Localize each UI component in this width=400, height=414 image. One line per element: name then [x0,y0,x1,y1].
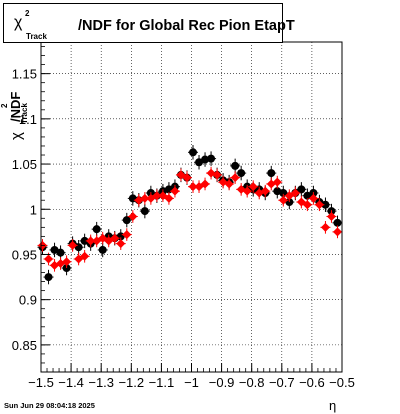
y-axis-label-chi: χ [8,132,25,140]
x-axis-label: η [329,398,337,413]
data-point-black [231,161,240,170]
data-point-red [200,179,210,189]
data-point-red [68,240,78,250]
data-point-red [170,186,180,196]
data-point-black [201,155,210,164]
data-point-black [140,207,149,216]
chart-title-chi: χ [14,14,23,31]
data-point-black [237,169,246,178]
y-tick-label: 1.15 [12,67,37,82]
axis-ticks [40,46,343,373]
data-point-red [248,182,258,192]
x-tick-label: −1.3 [88,375,114,390]
x-tick-label: −0.6 [299,375,325,390]
data-point-black [122,216,131,225]
timestamp: Sun Jun 29 08:04:18 2025 [4,401,95,410]
data-point-red [122,230,132,240]
data-point-black [92,225,101,234]
y-tick-label: 1 [30,202,37,217]
data-point-red [242,186,252,196]
y-tick-label: 0.85 [12,338,37,353]
data-point-red [56,259,66,269]
data-point-red [230,173,240,183]
grid-lines [41,42,342,372]
data-point-red [302,200,312,210]
data-point-red [260,186,270,196]
data-point-red [44,254,54,264]
x-tick-label: −1.4 [58,375,84,390]
x-tick-label: −1 [184,375,199,390]
data-points [37,145,343,285]
data-point-red [308,193,318,203]
y-tick-label: 1.05 [12,157,37,172]
x-tick-label: −0.8 [239,375,265,390]
data-point-red [332,227,342,237]
y-axis-label: χ 2 Track /NDF [0,48,29,144]
data-point-black [333,218,342,227]
data-point-black [279,188,288,197]
data-point-red [182,173,192,183]
y-tick-label: 0.95 [12,247,37,262]
x-tick-label: −0.7 [269,375,295,390]
chart-title-subscript: Track [26,32,47,41]
data-point-red [314,200,324,210]
data-point-black [98,245,107,254]
data-point-black [321,200,330,209]
y-tick-label: 0.9 [19,293,37,308]
data-point-black [207,154,216,163]
data-point-red [212,170,222,180]
chart-title-superscript: 2 [25,9,30,18]
x-tick-label: −1.5 [28,375,54,390]
chart-title-box: χ 2 Track /NDF for Global Rec Pion EtapT [3,3,295,43]
data-point-red [62,257,72,267]
data-point-red [80,251,90,261]
data-point-red [128,211,138,221]
x-tick-label: −1.1 [149,375,175,390]
data-point-black [267,169,276,178]
y-axis-label-text: /NDF [8,91,23,122]
tick-labels: −1.5 −1.4 −1.3 −1.2 −1.1 −1 −0.9 −0.8 −0.7 −0.6 −0… [12,67,355,390]
data-point-red [152,191,162,201]
data-point-red [320,222,330,232]
data-point-black [50,245,59,254]
data-point-red [110,233,120,243]
data-point-red [188,182,198,192]
data-point-red [224,179,234,189]
data-point-red [290,188,300,198]
data-point-black [297,185,306,194]
data-point-black [56,248,65,257]
data-point-black [195,158,204,167]
data-point-black [303,191,312,200]
data-point-black [44,273,53,282]
data-point-red [140,193,150,203]
x-tick-label: −1.2 [118,375,144,390]
x-tick-label: −0.9 [209,375,235,390]
data-point-red [272,177,282,187]
data-point-red [86,236,96,246]
chart-title: /NDF for Global Rec Pion EtapT [78,18,295,34]
data-point-black [80,236,89,245]
data-point-red [164,193,174,203]
x-tick-label: −0.5 [329,375,355,390]
data-point-black [189,148,198,157]
data-point-red [116,239,126,249]
data-point-red [326,211,336,221]
y-tick-label: 1.1 [19,112,37,127]
data-point-red [278,195,288,205]
